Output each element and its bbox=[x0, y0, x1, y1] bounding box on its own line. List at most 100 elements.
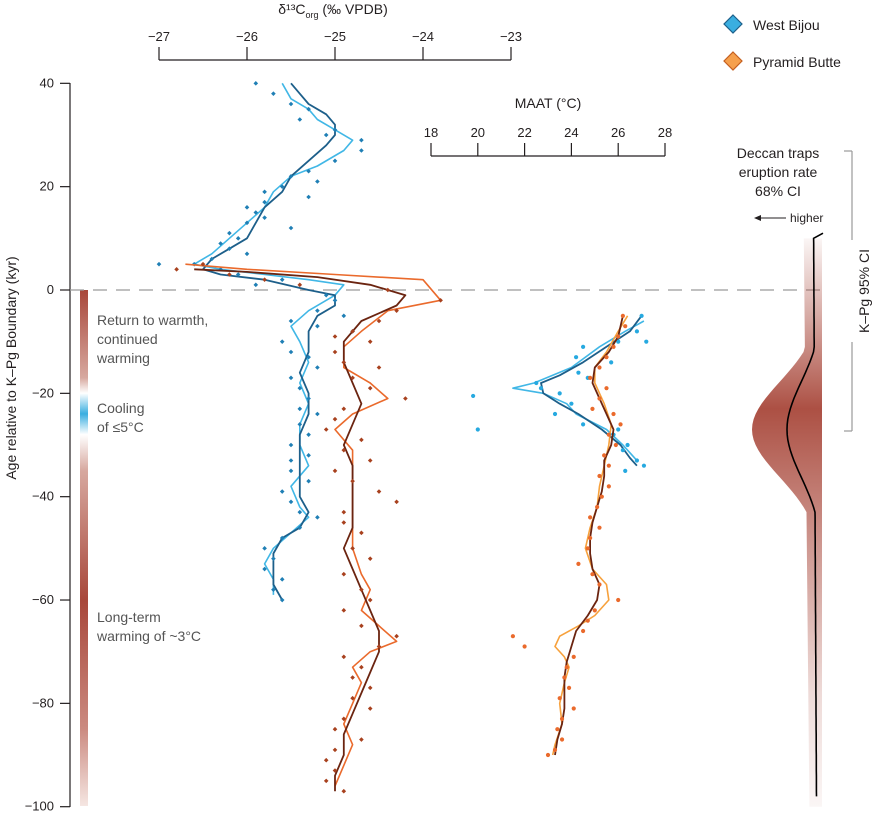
pyramid-butte-maat-point bbox=[590, 406, 595, 411]
carbon-axis: −27 −26 −25 −24 −23 bbox=[148, 29, 522, 61]
west-bijou-carbon-point bbox=[288, 174, 294, 179]
pyramid-butte-maat-point bbox=[616, 334, 621, 339]
y-tick-label: 0 bbox=[47, 282, 54, 297]
pyramid-butte-carbon-point bbox=[376, 489, 382, 494]
pyramid-butte-carbon-point bbox=[350, 695, 355, 701]
west-bijou-carbon-point bbox=[315, 365, 320, 370]
pyramid-butte-carbon-point bbox=[332, 747, 338, 753]
west-bijou-carbon-point bbox=[253, 81, 259, 86]
pyramid-butte-carbon-light-line bbox=[185, 263, 442, 787]
pyramid-butte-maat-point bbox=[592, 608, 597, 613]
y-axis-title: Age relative to K–Pg Boundary (kyr) bbox=[3, 256, 19, 479]
west-bijou-maat-point bbox=[623, 468, 628, 473]
west-bijou-maat-point bbox=[581, 344, 586, 349]
pyramid-butte-maat-point bbox=[588, 375, 593, 380]
west-bijou-carbon-point bbox=[315, 308, 320, 313]
pyramid-butte-maat-point bbox=[623, 324, 628, 329]
west-bijou-carbon-point bbox=[306, 453, 311, 458]
deccan-title-3: 68% CI bbox=[755, 183, 801, 199]
west-bijou-carbon-point bbox=[279, 489, 285, 494]
pyramid-butte-carbon-point bbox=[332, 468, 338, 474]
pyramid-butte-carbon-point bbox=[367, 458, 373, 463]
deccan-ci-band bbox=[752, 238, 822, 807]
pyramid-butte-carbon-point bbox=[297, 282, 303, 288]
west-bijou-maat-point bbox=[538, 386, 544, 391]
west-bijou-carbon-point bbox=[306, 106, 311, 112]
pyramid-butte-maat-point bbox=[576, 561, 581, 566]
west-bijou-maat-point bbox=[534, 380, 539, 386]
annot-warmth-2: continued bbox=[97, 331, 158, 347]
west-bijou-maat-point bbox=[641, 463, 647, 468]
west-bijou-maat-point bbox=[634, 458, 640, 463]
annot-warmth-3: warming bbox=[96, 350, 150, 366]
pyramid-butte-carbon-point bbox=[359, 737, 364, 742]
maat-tick-label: 26 bbox=[611, 125, 625, 140]
west-bijou-maat-point bbox=[644, 339, 649, 344]
west-bijou-carbon-point bbox=[156, 261, 162, 267]
pyramid-butte-maat-point bbox=[611, 344, 616, 349]
west-bijou-carbon-point bbox=[359, 137, 364, 143]
pyramid-butte-maat-point bbox=[564, 665, 569, 670]
pyramid-butte-carbon-point bbox=[341, 447, 347, 453]
west-bijou-carbon-point bbox=[288, 225, 294, 231]
west-bijou-carbon-point bbox=[306, 478, 311, 484]
pyramid-butte-carbon-point bbox=[227, 272, 232, 277]
pyramid-butte-maat-point bbox=[613, 442, 618, 448]
maat-tick-label: 18 bbox=[424, 125, 438, 140]
west-bijou-maat-point bbox=[616, 427, 621, 432]
west-bijou-carbon-point bbox=[288, 101, 294, 107]
pyramid-butte-carbon-point bbox=[350, 675, 355, 680]
west-bijou-carbon-point bbox=[279, 339, 285, 344]
west-bijou-carbon-point bbox=[306, 194, 311, 200]
pyramid-butte-maat-point bbox=[559, 737, 565, 742]
y-tick-label: 40 bbox=[40, 75, 54, 90]
west-bijou-carbon-point bbox=[306, 168, 311, 174]
pyramid-butte-carbon-point bbox=[350, 478, 355, 484]
pyramid-butte-maat-point bbox=[581, 628, 586, 634]
west-bijou-maat-point bbox=[634, 329, 640, 334]
west-bijou-carbon-point bbox=[297, 525, 303, 530]
west-bijou-carbon-point bbox=[244, 251, 250, 257]
west-bijou-carbon-point bbox=[227, 230, 232, 236]
maat-axis: 18 20 22 24 26 28 bbox=[424, 125, 672, 157]
legend-marker-west-bijou bbox=[723, 14, 743, 34]
pyramid-butte-carbon-point bbox=[367, 706, 373, 711]
pyramid-butte-maat-point bbox=[588, 535, 593, 541]
pyramid-butte-maat-point bbox=[597, 525, 602, 530]
y-tick-label: −40 bbox=[32, 489, 54, 504]
pyramid-butte-carbon-point bbox=[350, 375, 355, 381]
west-bijou-carbon-point bbox=[279, 184, 285, 189]
carbon-axis-title: δ¹³Corg (‰ VPDB) bbox=[278, 1, 387, 20]
pyramid-butte-maat-point bbox=[555, 727, 560, 732]
pyramid-butte-maat-point bbox=[606, 463, 611, 468]
west-bijou-carbon-point bbox=[306, 432, 311, 437]
pyramid-butte-carbon-point bbox=[394, 633, 399, 639]
west-bijou-carbon-point bbox=[218, 241, 223, 246]
pyramid-butte-carbon-point bbox=[332, 726, 338, 732]
west-bijou-carbon-point bbox=[288, 318, 294, 324]
pyramid-butte-carbon-point bbox=[350, 329, 355, 334]
pyramid-butte-carbon-point bbox=[350, 546, 355, 551]
pyramid-butte-carbon-point bbox=[341, 360, 347, 365]
west-bijou-carbon-point bbox=[288, 499, 294, 505]
legend-label-west-bijou: West Bijou bbox=[753, 17, 820, 33]
west-bijou-carbon-point bbox=[262, 189, 267, 195]
carbon-tick-label: −26 bbox=[236, 29, 258, 44]
west-bijou-carbon-point bbox=[315, 323, 320, 329]
west-bijou-maat-point bbox=[557, 391, 562, 396]
pyramid-butte-carbon-point bbox=[376, 318, 382, 324]
pyramid-butte-carbon-point bbox=[341, 788, 347, 794]
pyramid-butte-maat-point bbox=[606, 484, 611, 489]
pyramid-butte-carbon-point bbox=[262, 277, 267, 282]
pyramid-butte-carbon-point bbox=[394, 499, 399, 505]
pyramid-butte-carbon-point bbox=[341, 406, 347, 412]
west-bijou-carbon-point bbox=[323, 132, 329, 138]
deccan-title-1: Deccan traps bbox=[737, 145, 819, 161]
pyramid-butte-maat-point bbox=[606, 432, 611, 437]
pyramid-butte-carbon-point bbox=[341, 520, 347, 525]
west-bijou-carbon-point bbox=[297, 406, 303, 412]
west-bijou-maat-point bbox=[616, 339, 621, 344]
west-bijou-maat-point bbox=[625, 442, 630, 448]
west-bijou-carbon-light-line bbox=[193, 82, 354, 595]
